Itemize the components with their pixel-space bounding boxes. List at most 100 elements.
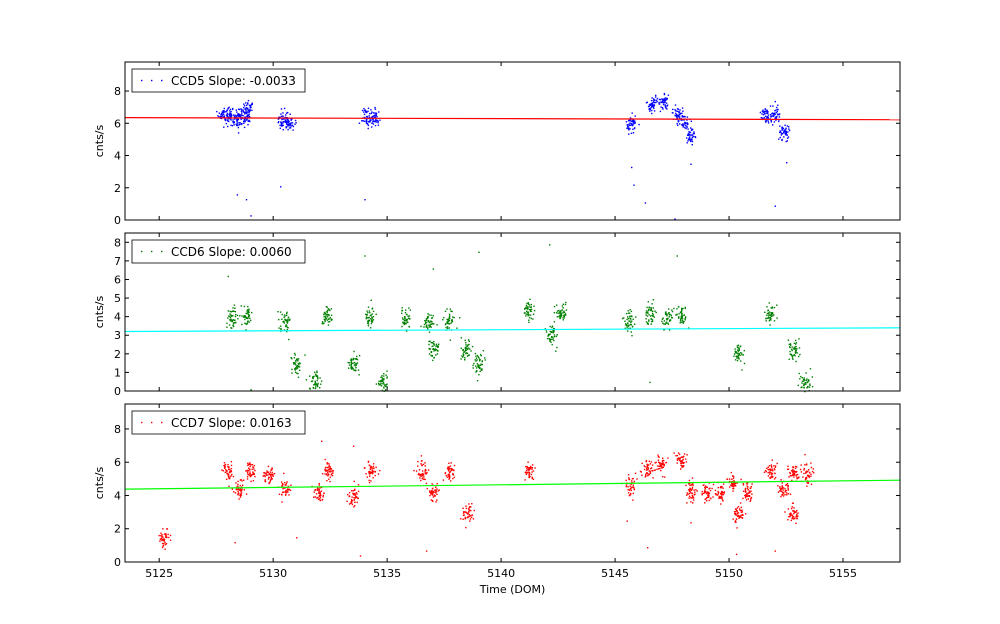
ccd5-data-point [221, 114, 223, 116]
ccd7-data-point [249, 471, 251, 473]
ccd7-data-point [750, 497, 752, 500]
ccd7-data-point [164, 536, 167, 538]
ccd7-data-point [447, 466, 449, 468]
ccd7-data-point [168, 536, 170, 539]
ccd7-data-point [661, 467, 663, 469]
ccd7-data-point [688, 492, 690, 495]
ccd5-data-point [676, 113, 678, 116]
ccd5-data-point [367, 124, 370, 127]
ccd7-data-point [707, 495, 709, 497]
ccd5-data-point [663, 100, 665, 102]
ccd7-data-point [449, 465, 452, 467]
ccd7-data-point [633, 488, 635, 490]
ccd7-data-point [789, 515, 791, 518]
ccd5-data-point [627, 128, 629, 130]
ccd5-data-point [651, 112, 653, 115]
ccd6-data-point [553, 330, 555, 332]
ccd7-data-point [469, 515, 471, 518]
ccd6-data-point [668, 314, 670, 316]
ccd5-data-point [693, 131, 695, 133]
ccd7-data-point [321, 498, 324, 501]
ccd6-data-point [283, 329, 286, 331]
ccd6-data-point [649, 309, 652, 311]
ccd7-data-point [318, 491, 320, 493]
ccd6-data-point [681, 317, 684, 319]
ccd6-data-point [430, 326, 432, 328]
panel-ccd7-legend-marker [141, 421, 163, 424]
ccd6-data-point [481, 360, 483, 363]
ccd7-data-point [651, 470, 653, 472]
ccd5-data-point [237, 115, 239, 117]
ccd7-data-point [685, 484, 687, 487]
ccd6-data-point [230, 311, 233, 313]
ccd6-data-point [769, 319, 771, 321]
ccd7-data-point [689, 488, 692, 490]
ccd6-data-point [226, 326, 228, 328]
panel-ccd5-fit-line [124, 117, 901, 121]
ccd6-data-point [472, 364, 474, 367]
ccd5-data-point [225, 118, 227, 121]
ccd5-data-point [372, 121, 374, 123]
ccd5-data-point [665, 102, 668, 104]
ccd7-data-point [680, 456, 683, 458]
ccd7-data-point [448, 475, 450, 478]
ccd5-data-point [376, 115, 378, 118]
ccd7-data-point [746, 492, 748, 494]
ccd7-data-point [714, 489, 717, 492]
ccd5-data-point [243, 111, 245, 113]
ccd7-data-point [787, 465, 789, 467]
ccd7-data-point [162, 536, 164, 538]
ccd7-data-point [710, 497, 712, 499]
ccd5-data-point [369, 120, 371, 122]
ccd6-data-point [284, 318, 286, 321]
ccd5-data-point [690, 120, 693, 122]
ccd6-data-point [788, 358, 790, 360]
ccd6-data-point [329, 316, 331, 319]
ccd6-data-point [321, 322, 323, 325]
ccd5-data-point [775, 117, 777, 119]
ccd7-outlier-point [690, 522, 692, 524]
ccd7-data-point [706, 491, 708, 494]
ccd6-data-point [527, 312, 529, 314]
ccd7-data-point [691, 494, 693, 497]
ccd7-data-point [469, 520, 471, 522]
ccd7-data-point [221, 469, 223, 471]
ccd7-data-point [691, 492, 693, 494]
ccd6-data-point [366, 317, 368, 319]
ccd7-data-point [800, 464, 802, 466]
ccd6-data-point [545, 329, 547, 331]
ccd7-data-point [770, 475, 772, 478]
ccd7-data-point [435, 486, 437, 489]
ccd6-data-point [295, 367, 297, 369]
ccd7-data-point [742, 483, 745, 485]
ccd6-data-point [296, 366, 298, 368]
ccd5-data-point [688, 137, 690, 139]
ccd6-data-point [287, 318, 289, 320]
ccd7-data-point [272, 473, 274, 475]
ccd7-data-point [676, 462, 678, 464]
ccd5-data-point [663, 102, 665, 104]
ccd6-data-point [294, 363, 296, 365]
ccd5-data-point [247, 110, 250, 112]
ccd5-data-point [678, 113, 680, 115]
ccd7-data-point [254, 475, 256, 478]
ccd6-y-tick-label: 3 [114, 329, 121, 342]
ccd5-data-point [240, 123, 242, 126]
ccd7-data-point [644, 466, 646, 468]
ccd5-data-point [689, 131, 692, 134]
ccd7-data-point [529, 468, 531, 470]
ccd6-data-point [801, 386, 803, 388]
ccd7-data-point [646, 466, 648, 469]
ccd5-data-point [233, 121, 235, 123]
ccd6-data-point [371, 316, 373, 318]
ccd5-data-point [684, 127, 686, 129]
ccd6-data-point [350, 359, 352, 361]
ccd7-data-point [249, 474, 251, 477]
ccd6-data-point [446, 327, 449, 330]
ccd6-data-point [474, 359, 476, 361]
ccd7-data-point [229, 468, 231, 471]
ccd5-data-point [632, 124, 634, 127]
ccd5-data-point [248, 120, 250, 123]
ccd6-data-point [314, 387, 317, 390]
ccd6-data-point [312, 376, 314, 378]
